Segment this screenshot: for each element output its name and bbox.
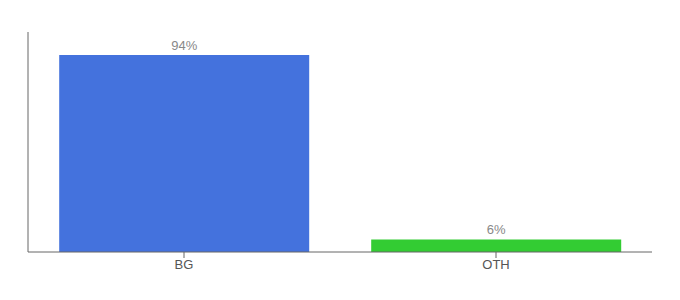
- svg-text:94%: 94%: [171, 38, 197, 53]
- svg-text:OTH: OTH: [482, 257, 509, 272]
- svg-text:6%: 6%: [487, 222, 506, 237]
- svg-text:BG: BG: [175, 257, 194, 272]
